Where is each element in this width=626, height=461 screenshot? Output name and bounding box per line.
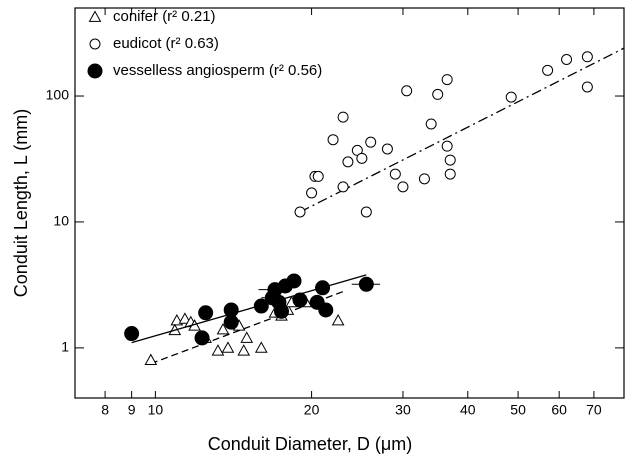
data-point <box>221 341 235 353</box>
data-point <box>331 313 345 326</box>
data-point <box>178 312 192 324</box>
x-tick-label: 8 <box>101 402 109 418</box>
data-point <box>211 344 225 356</box>
data-point <box>581 51 593 63</box>
data-point <box>432 88 444 100</box>
x-tick-label: 20 <box>304 402 320 418</box>
data-point <box>542 64 554 76</box>
data-point <box>318 302 334 318</box>
data-point <box>360 206 372 218</box>
data-point <box>194 330 210 346</box>
data-point <box>294 206 306 218</box>
data-point <box>425 118 437 130</box>
data-point <box>444 154 456 166</box>
x-tick-label: 60 <box>551 402 567 418</box>
data-point <box>240 331 254 343</box>
data-point <box>365 136 377 148</box>
data-point <box>216 322 230 335</box>
y-tick-label: 100 <box>46 87 70 103</box>
data-point <box>124 326 140 342</box>
data-point <box>306 187 318 199</box>
data-point <box>389 168 401 180</box>
data-point <box>237 344 251 356</box>
x-tick-label: 10 <box>148 402 164 418</box>
data-point <box>273 303 289 319</box>
data-point <box>441 140 453 152</box>
legend-label: conifer (r² 0.21) <box>113 8 216 25</box>
x-tick-label: 40 <box>460 402 476 418</box>
data-point <box>561 53 573 65</box>
data-point <box>327 134 339 146</box>
legend-marker <box>88 10 102 22</box>
data-point <box>254 341 268 353</box>
data-point <box>581 81 593 93</box>
y-axis-label: Conduit Length, L (mm) <box>11 109 31 297</box>
data-point <box>441 74 453 86</box>
data-point <box>356 152 368 164</box>
data-point <box>253 298 269 314</box>
plot-frame <box>74 7 625 399</box>
legend-label: vesselless angiosperm (r² 0.56) <box>113 62 322 79</box>
x-tick-label: 50 <box>510 402 526 418</box>
data-point <box>337 111 349 123</box>
data-point <box>286 273 302 289</box>
legend-label: eudicot (r² 0.63) <box>113 35 219 52</box>
fit-line <box>299 47 625 213</box>
x-tick-label: 70 <box>586 402 602 418</box>
x-tick-label: 9 <box>128 402 136 418</box>
data-point <box>418 173 430 185</box>
data-point <box>198 305 214 321</box>
data-point <box>292 292 308 308</box>
data-point <box>223 314 239 330</box>
data-point <box>315 280 331 296</box>
data-point <box>358 276 374 292</box>
x-axis-label: Conduit Diameter, D (μm) <box>208 434 412 454</box>
y-tick-label: 10 <box>53 213 69 229</box>
data-point <box>342 156 354 168</box>
x-tick-label: 30 <box>395 402 411 418</box>
data-point <box>444 168 456 180</box>
data-point <box>312 170 324 182</box>
legend-marker <box>89 38 101 50</box>
data-point <box>381 143 393 155</box>
data-point <box>397 181 409 193</box>
data-point <box>401 85 413 97</box>
data-point <box>337 181 349 193</box>
legend-marker <box>87 63 103 79</box>
data-point <box>505 91 517 103</box>
data-point <box>144 353 158 365</box>
y-tick-label: 1 <box>61 339 69 355</box>
